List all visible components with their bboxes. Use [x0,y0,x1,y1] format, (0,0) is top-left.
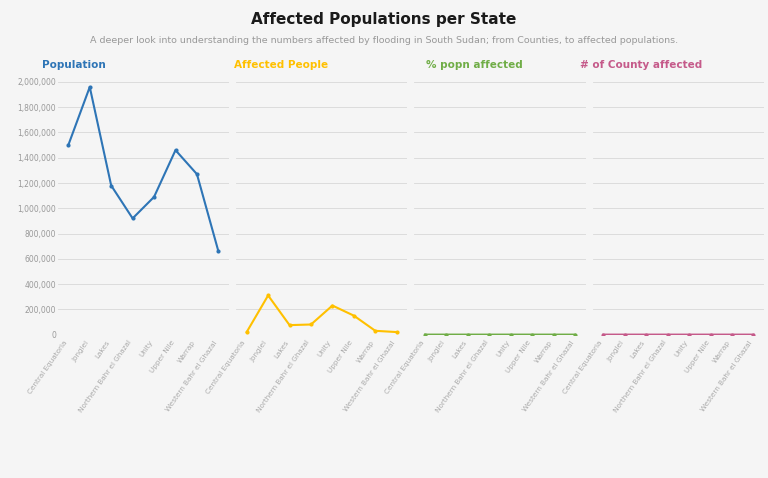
Text: Population: Population [42,60,106,70]
Text: A deeper look into understanding the numbers affected by flooding in South Sudan: A deeper look into understanding the num… [90,36,678,45]
Text: Affected Populations per State: Affected Populations per State [251,12,517,27]
Text: % popn affected: % popn affected [426,60,523,70]
Text: Affected People: Affected People [234,60,329,70]
Text: # of County affected: # of County affected [580,60,702,70]
